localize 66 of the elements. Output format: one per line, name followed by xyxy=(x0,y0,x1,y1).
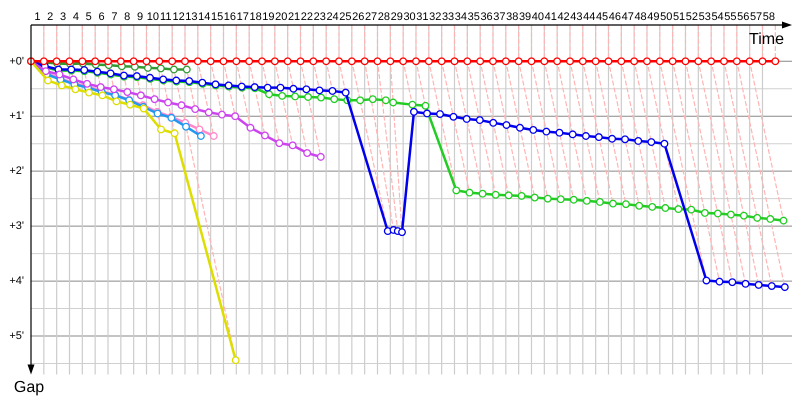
x-tick-label: 3 xyxy=(60,11,66,23)
x-tick-label: 46 xyxy=(608,11,622,23)
x-tick-label: 28 xyxy=(378,11,390,23)
x-tick-label: 32 xyxy=(429,11,442,23)
x-tick-label: 43 xyxy=(570,11,583,23)
x-tick-label: 26 xyxy=(352,11,364,23)
x-tick-label: 18 xyxy=(249,11,262,23)
x-tick-label: 47 xyxy=(622,11,634,23)
y-tick-label: +4' xyxy=(9,275,24,288)
x-tick-label: 30 xyxy=(403,11,416,23)
x-tick-label: 6 xyxy=(98,11,105,23)
x-tick-label: 21 xyxy=(288,11,300,23)
x-tick-label: 19 xyxy=(262,11,275,23)
x-tick-label: 23 xyxy=(314,11,326,23)
x-tick-label: 27 xyxy=(364,11,378,23)
x-tick-label: 44 xyxy=(583,11,596,23)
x-tick-label: 11 xyxy=(160,11,172,23)
y-axis-title: Gap xyxy=(14,379,44,396)
x-tick-label: 54 xyxy=(711,11,724,23)
x-tick-label: 1 xyxy=(34,11,40,23)
x-tick-label: 16 xyxy=(224,11,236,23)
x-tick-label: 7 xyxy=(111,11,118,23)
y-tick-label: +2' xyxy=(9,165,24,178)
x-tick-label: 22 xyxy=(300,11,314,23)
x-tick-label: 38 xyxy=(506,11,518,23)
x-tick-label: 49 xyxy=(647,11,660,23)
x-tick-label: 41 xyxy=(544,11,557,23)
x-tick-label: 51 xyxy=(672,11,686,23)
x-tick-label: 53 xyxy=(698,11,711,23)
x-tick-label: 39 xyxy=(518,11,532,23)
x-tick-label: 5 xyxy=(86,11,92,23)
x-tick-label: 34 xyxy=(454,11,468,23)
x-tick-label: 17 xyxy=(236,11,249,23)
x-tick-label: 58 xyxy=(762,11,776,23)
x-tick-label: 4 xyxy=(72,11,79,23)
x-tick-label: 48 xyxy=(634,11,647,23)
y-tick-label: +5' xyxy=(9,330,24,342)
x-tick-label: 9 xyxy=(137,11,144,23)
y-tick-label: +0' xyxy=(9,55,24,68)
x-tick-label: 29 xyxy=(390,11,403,23)
x-tick-label: 37 xyxy=(493,11,506,23)
x-tick-label: 57 xyxy=(750,11,762,23)
x-tick-label: 56 xyxy=(737,11,750,23)
x-tick-label: 31 xyxy=(416,11,429,23)
x-tick-label: 13 xyxy=(185,11,198,23)
x-tick-label: 15 xyxy=(210,11,224,23)
y-tick-label: +3' xyxy=(9,220,24,232)
x-tick-label: 50 xyxy=(660,11,672,23)
x-tick-label: 12 xyxy=(172,11,185,23)
x-tick-label: 52 xyxy=(686,11,698,23)
x-tick-label: 8 xyxy=(124,11,130,23)
x-tick-label: 20 xyxy=(275,11,288,23)
x-tick-label: 25 xyxy=(339,11,352,23)
x-axis-title: Time xyxy=(749,31,784,48)
x-tick-label: 42 xyxy=(557,11,570,23)
x-tick-label: 10 xyxy=(146,11,160,23)
x-tick-label: 36 xyxy=(480,11,493,23)
x-tick-label: 55 xyxy=(724,11,737,23)
y-tick-label: +1' xyxy=(9,110,24,122)
x-tick-label: 40 xyxy=(532,11,544,23)
x-tick-label: 35 xyxy=(468,11,480,23)
x-tick-label: 33 xyxy=(442,11,454,23)
x-tick-label: 45 xyxy=(596,11,608,23)
x-tick-label: 2 xyxy=(47,11,54,23)
x-tick-label: 24 xyxy=(326,11,339,23)
x-tick-label: 14 xyxy=(198,11,210,23)
